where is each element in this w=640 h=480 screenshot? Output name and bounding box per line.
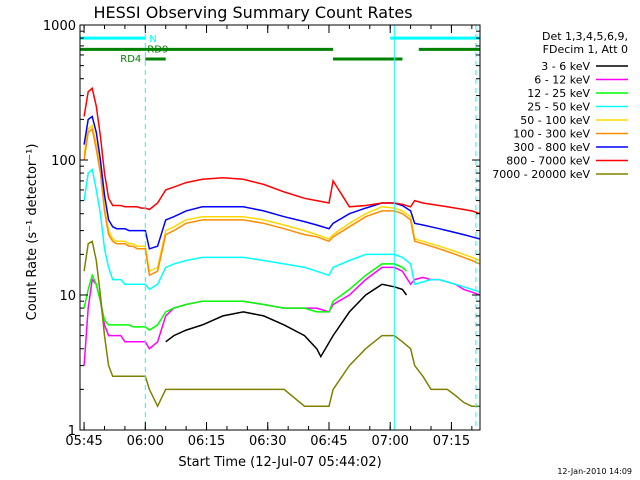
legend-label-800-7000-kev: 800 - 7000 keV	[506, 155, 590, 168]
x-tick-label: 05:45	[65, 434, 102, 449]
x-tick-label: 06:15	[188, 434, 225, 449]
markers-layer	[144, 25, 477, 430]
y-tick-label: 10	[59, 289, 76, 304]
chart-title: HESSI Observing Summary Count Rates	[93, 3, 412, 22]
legend-label-50-100-kev: 50 - 100 keV	[520, 114, 590, 127]
x-tick-label: 07:15	[433, 434, 470, 449]
series-line-7000-20000-kev	[83, 240, 480, 408]
legend: Det 1,3,4,5,6,9, FDecim 1, Att 0 3 - 6 k…	[492, 30, 628, 181]
series-line-800-7000-kev	[83, 86, 481, 215]
series-line-100-300-kev	[83, 127, 481, 277]
series-layer	[83, 86, 481, 408]
legend-header-1: Det 1,3,4,5,6,9,	[542, 30, 628, 43]
series-line-3-6-kev	[165, 283, 408, 359]
series-line-50-100-kev	[83, 124, 481, 273]
legend-label-25-50-kev: 25 - 50 keV	[527, 101, 590, 114]
y-axis-label: Count Rate (s⁻¹ detector⁻¹)	[25, 144, 40, 321]
legend-label-300-800-kev: 300 - 800 keV	[513, 141, 590, 154]
plot-frame	[79, 24, 481, 431]
legend-label-7000-20000-kev: 7000 - 20000 keV	[492, 168, 590, 181]
y-tick-label: 1	[68, 424, 76, 439]
x-tick-label: 07:00	[371, 434, 408, 449]
state-bar-label-rd4: RD4	[120, 54, 141, 65]
series-line-300-800-kev	[83, 115, 481, 250]
state-bar-label-n: N	[149, 34, 156, 45]
state-bar-label-rd9: RD9	[147, 44, 168, 55]
legend-label-12-25-kev: 12 - 25 keV	[527, 87, 590, 100]
series-line-12-25-kev	[83, 263, 408, 332]
legend-label-3-6-kev: 3 - 6 keV	[541, 60, 590, 73]
axes-layer: 05:45 06:00 06:15 06:30 06:45 07:00 07:15 1 10 10…	[43, 19, 480, 449]
x-axis-label: Start Time (12-Jul-07 05:44:02)	[178, 455, 381, 470]
x-tick-label: 06:45	[310, 434, 347, 449]
footer-stamp: 12-Jan-2010 14:09	[557, 467, 632, 476]
y-tick-label: 100	[51, 154, 76, 169]
y-tick-label: 1000	[43, 19, 76, 34]
x-tick-label: 06:30	[249, 434, 286, 449]
x-tick-label: 06:00	[127, 434, 164, 449]
series-line-25-50-kev	[83, 168, 481, 293]
legend-label-6-12-kev: 6 - 12 keV	[534, 74, 590, 87]
legend-label-100-300-kev: 100 - 300 keV	[513, 128, 590, 141]
legend-header-2: FDecim 1, Att 0	[543, 43, 628, 56]
